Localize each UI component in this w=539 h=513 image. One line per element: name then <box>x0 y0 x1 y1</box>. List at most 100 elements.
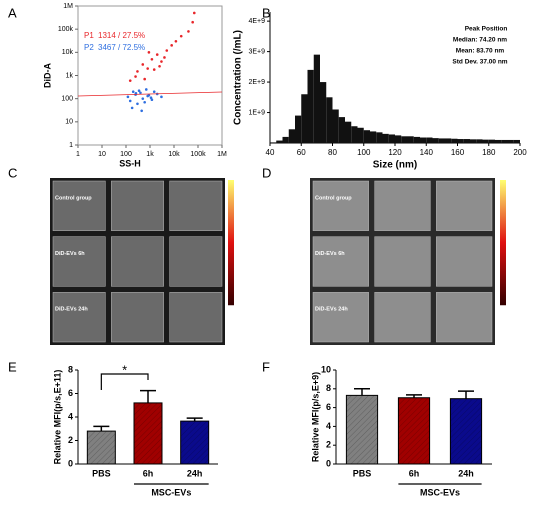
y-tick-label: 6 <box>68 388 73 398</box>
bar-hatch <box>134 402 162 464</box>
bar <box>501 139 508 143</box>
x-tick-label: PBS <box>353 468 372 478</box>
image-tile <box>374 236 431 287</box>
panel-label: F <box>262 359 270 374</box>
point <box>146 67 149 70</box>
y-axis-title: Concentration (/mL) <box>233 30 244 125</box>
bar <box>345 121 352 143</box>
x-axis-title: Size (nm) <box>373 160 417 171</box>
point <box>128 79 132 82</box>
x-tick-label: 180 <box>482 148 496 157</box>
bar <box>395 135 402 143</box>
bar <box>457 139 464 143</box>
image-tile <box>52 292 106 343</box>
point <box>163 56 166 59</box>
x-tick-label: 24h <box>458 468 474 478</box>
point <box>191 20 194 24</box>
y-tick-label: 3E+9 <box>248 48 265 55</box>
image-tile <box>52 236 106 287</box>
legend-count: 1314 / 27.5% <box>98 31 145 40</box>
point <box>179 34 183 38</box>
point <box>152 90 156 93</box>
bar <box>338 117 345 143</box>
bar-hatch <box>398 397 430 464</box>
bar <box>507 139 514 143</box>
bar <box>288 129 295 143</box>
y-tick-label: 0 <box>68 458 73 468</box>
x-tick-label: 200 <box>513 148 527 157</box>
bar <box>320 82 327 143</box>
bar <box>376 132 383 143</box>
x-tick-label: 24h <box>187 468 203 478</box>
y-tick-label: 4E+9 <box>248 18 265 25</box>
point <box>150 98 154 102</box>
x-tick-label: 10 <box>98 151 106 158</box>
significance-label: * <box>122 362 127 377</box>
bar <box>382 133 389 143</box>
panel-label: E <box>8 359 17 374</box>
point <box>141 97 145 100</box>
point <box>152 68 156 71</box>
x-tick-label: 1M <box>217 151 227 158</box>
error-bar <box>406 394 422 398</box>
significance-bracket <box>100 373 149 390</box>
bar <box>463 139 470 143</box>
error-bar <box>186 417 203 422</box>
row-label: DiD-EVs 6h <box>55 251 85 257</box>
point <box>160 60 163 63</box>
row-label: Control group <box>55 195 92 201</box>
image-tile <box>312 236 369 287</box>
bar <box>420 137 427 143</box>
point <box>131 90 135 93</box>
y-axis-title: Relative MFI(p/s,E+9) <box>310 372 320 462</box>
y-tick-label: 0 <box>326 458 331 468</box>
bar <box>432 138 439 143</box>
bar <box>482 139 489 143</box>
y-tick-label: 100 <box>61 96 73 103</box>
image-tile <box>312 180 369 231</box>
bar <box>351 126 358 143</box>
y-tick-label: 2E+9 <box>248 79 265 86</box>
point <box>146 94 149 98</box>
x-tick-label: 160 <box>451 148 465 157</box>
bar <box>495 139 502 143</box>
point <box>170 44 173 47</box>
point <box>192 11 196 15</box>
x-tick-label: 80 <box>328 148 337 157</box>
y-tick-label: 1E+9 <box>248 109 265 116</box>
bar <box>407 136 414 143</box>
point <box>165 49 169 52</box>
point <box>137 89 141 93</box>
bar <box>313 54 320 143</box>
legend-name: P2 <box>84 43 94 52</box>
bar <box>451 138 458 143</box>
annotation: Peak Position <box>465 26 508 33</box>
image-tile <box>169 236 223 287</box>
x-axis-title: SS-H <box>119 158 141 168</box>
row-label: Control group <box>315 195 352 201</box>
panel-label: D <box>262 165 271 180</box>
point <box>149 96 153 100</box>
point <box>150 58 154 61</box>
image-tile <box>436 236 493 287</box>
y-tick-label: 8 <box>326 383 331 393</box>
point <box>136 102 139 106</box>
colorbar <box>500 180 506 306</box>
x-tick-label: 6h <box>143 468 154 478</box>
point <box>130 106 134 110</box>
point <box>128 99 132 103</box>
bar <box>426 137 433 143</box>
point <box>143 77 146 81</box>
image-tile <box>436 292 493 343</box>
x-tick-label: 60 <box>297 148 306 157</box>
point <box>174 39 178 43</box>
bar <box>413 136 420 143</box>
row-label: DiD-EVs 24h <box>55 307 88 313</box>
bar <box>401 136 408 143</box>
point <box>144 88 148 91</box>
legend-name: P1 <box>84 31 94 40</box>
x-tick-label: 1k <box>146 151 154 158</box>
y-tick-label: 100k <box>58 26 74 33</box>
x-tick-label: 120 <box>388 148 402 157</box>
